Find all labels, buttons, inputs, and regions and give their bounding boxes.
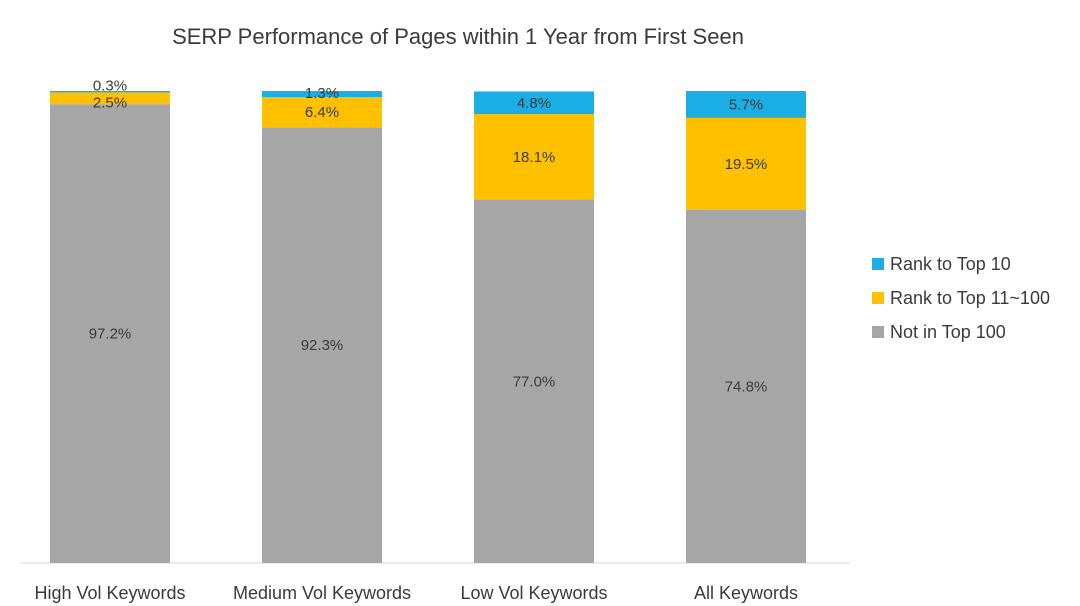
x-tick-label-low-vol-keywords: Low Vol Keywords — [460, 583, 607, 603]
bars-group — [50, 91, 806, 564]
x-tick-label-high-vol-keywords: High Vol Keywords — [34, 583, 185, 603]
data-label-low-vol-keywords-rank-to-top-10: 4.8% — [517, 95, 551, 112]
legend-label-rank-to-top-11-100: Rank to Top 11~100 — [890, 288, 1050, 308]
data-label-high-vol-keywords-not-in-top-100: 97.2% — [89, 326, 132, 343]
data-label-medium-vol-keywords-not-in-top-100: 92.3% — [301, 337, 344, 354]
data-label-low-vol-keywords-rank-to-top-11-100: 18.1% — [513, 149, 556, 166]
bar-low-vol-keywords-rank-to-top-11-100 — [474, 114, 594, 200]
legend-swatch-rank-to-top-11-100 — [872, 292, 884, 304]
bar-low-vol-keywords-not-in-top-100 — [474, 199, 594, 563]
bar-medium-vol-keywords-rank-to-top-11-100 — [262, 97, 382, 128]
bar-all-keywords-rank-to-top-11-100 — [686, 117, 806, 210]
data-label-low-vol-keywords-not-in-top-100: 77.0% — [513, 373, 556, 390]
legend-swatch-rank-to-top-10 — [872, 258, 884, 270]
x-tick-label-all-keywords: All Keywords — [694, 583, 798, 603]
data-label-all-keywords-rank-to-top-10: 5.7% — [729, 96, 763, 113]
data-label-high-vol-keywords-rank-to-top-10: 0.3% — [93, 78, 127, 95]
chart-title: SERP Performance of Pages within 1 Year … — [172, 24, 744, 49]
legend: Rank to Top 10 Rank to Top 11~100 Not in T… — [872, 254, 1050, 342]
data-label-all-keywords-not-in-top-100: 74.8% — [725, 378, 768, 395]
bar-all-keywords-rank-to-top-10 — [686, 91, 806, 118]
bar-high-vol-keywords-rank-to-top-10 — [50, 91, 170, 93]
legend-swatch-not-in-top-100 — [872, 326, 884, 338]
data-label-high-vol-keywords-rank-to-top-11-100: 2.5% — [93, 94, 127, 111]
x-tick-labels-group: High Vol Keywords Medium Vol Keywords Low … — [34, 583, 798, 603]
bar-medium-vol-keywords-rank-to-top-10 — [262, 91, 382, 98]
legend-label-not-in-top-100: Not in Top 100 — [890, 322, 1006, 342]
bar-all-keywords-not-in-top-100 — [686, 209, 806, 563]
bar-high-vol-keywords-rank-to-top-11-100 — [50, 92, 170, 105]
bar-high-vol-keywords-not-in-top-100 — [50, 104, 170, 563]
x-tick-label-medium-vol-keywords: Medium Vol Keywords — [233, 583, 411, 603]
data-label-all-keywords-rank-to-top-11-100: 19.5% — [725, 156, 768, 173]
data-label-medium-vol-keywords-rank-to-top-11-100: 6.4% — [305, 104, 339, 121]
bar-low-vol-keywords-rank-to-top-10 — [474, 91, 594, 115]
bar-medium-vol-keywords-not-in-top-100 — [262, 127, 382, 564]
data-labels-group: 97.2% 2.5%0.3% 92.3% 6.4% 1.3% 77.0% 18.1% 4.8%… — [89, 78, 768, 396]
data-label-medium-vol-keywords-rank-to-top-10: 1.3% — [305, 85, 339, 102]
legend-label-rank-to-top-10: Rank to Top 10 — [890, 254, 1011, 274]
